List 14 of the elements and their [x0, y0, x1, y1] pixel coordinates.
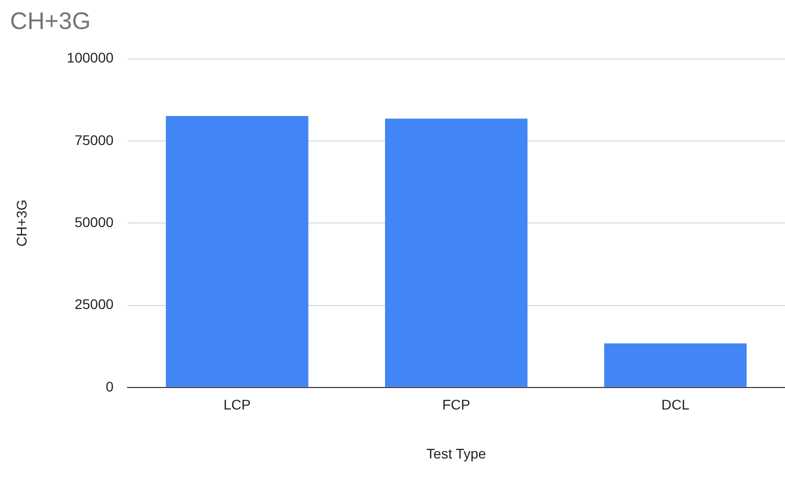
- x-tick-label: LCP: [223, 396, 251, 413]
- bar: [385, 118, 528, 387]
- x-tick-label: DCL: [661, 396, 690, 413]
- bar: [166, 116, 308, 387]
- y-tick-label: 75000: [74, 132, 114, 148]
- bar: [604, 343, 747, 387]
- y-tick-label: 0: [106, 378, 114, 394]
- y-tick-label: 25000: [74, 296, 114, 312]
- x-axis-title: Test Type: [426, 445, 486, 462]
- x-tick-label: FCP: [442, 396, 470, 413]
- y-tick-label: 100000: [66, 50, 114, 66]
- y-axis-title: CH+3G: [13, 200, 30, 247]
- chart-title: CH+3G: [10, 8, 91, 36]
- y-tick-label: 50000: [74, 214, 114, 230]
